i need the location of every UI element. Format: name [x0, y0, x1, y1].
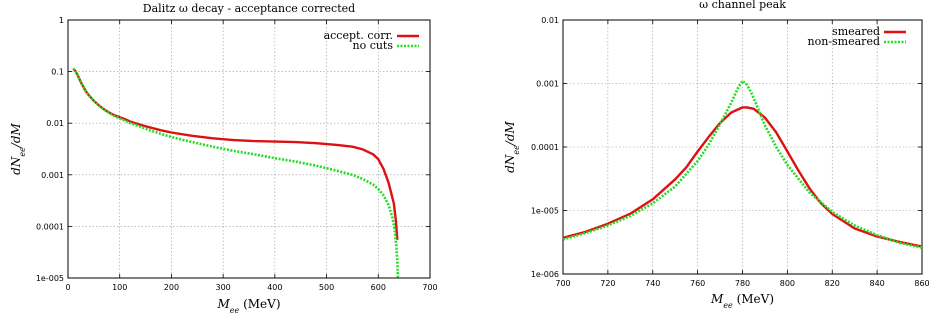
y-tick-label: 1 — [59, 16, 64, 25]
series-line-accept-corr- — [72, 67, 399, 240]
y-tick-label: 1e-006 — [531, 270, 559, 279]
series-line-non-smeared — [563, 79, 922, 249]
legend-label: smeared — [832, 25, 880, 38]
chart-omega-peak: 700 720 740 760 780 800 820 840 860 1e-006 1e-005 0… — [503, 0, 929, 310]
y-axis-label: dNee/dM — [9, 122, 27, 174]
grid — [68, 20, 430, 278]
chart-title: ω channel peak — [699, 0, 786, 11]
x-tick-label: 840 — [869, 279, 884, 288]
x-tick-label: 200 — [164, 283, 179, 292]
series-line-smeared — [563, 106, 922, 248]
x-tick-label: 700 — [422, 283, 437, 292]
y-tick-label: 1e-005 — [531, 207, 559, 216]
y-tick-label: 0.0001 — [36, 222, 64, 231]
x-tick-label: 300 — [216, 283, 231, 292]
grid — [563, 20, 922, 274]
x-tick-label: 860 — [914, 279, 929, 288]
y-tick-label: 0.001 — [41, 171, 64, 180]
x-tick-label: 500 — [319, 283, 334, 292]
x-axis-label: Mee (MeV) — [710, 292, 774, 310]
x-tick-label: 820 — [825, 279, 840, 288]
series-line-no-cuts — [72, 67, 400, 278]
y-tick-label: 0.0001 — [531, 143, 559, 152]
y-tick-label: 1e-005 — [36, 274, 64, 283]
y-tick-label: 0.001 — [536, 80, 559, 89]
x-tick-label: 800 — [780, 279, 795, 288]
y-tick-label: 0.1 — [51, 68, 64, 77]
legend-label: accept. corr. — [324, 29, 393, 42]
x-tick-label: 720 — [600, 279, 615, 288]
legend-label: no cuts — [352, 39, 393, 52]
x-tick-label: 700 — [555, 279, 570, 288]
x-tick-label: 780 — [735, 279, 750, 288]
x-tick-label: 100 — [112, 283, 127, 292]
x-tick-label: 0 — [65, 283, 70, 292]
x-tick-label: 740 — [645, 279, 660, 288]
chart-title: Dalitz ω decay - acceptance corrected — [143, 2, 355, 15]
x-axis-label: Mee (MeV) — [217, 297, 281, 315]
plot-frame — [67, 19, 431, 279]
x-tick-label: 400 — [267, 283, 282, 292]
chart-dalitz-acceptance: 0 100 200 300 400 500 600 700 1e-005 0.0001 0.001 0… — [9, 2, 438, 315]
x-tick-label: 600 — [371, 283, 386, 292]
legend-label: non-smeared — [808, 35, 880, 48]
x-tick-label: 760 — [690, 279, 705, 288]
y-tick-label: 0.01 — [541, 16, 559, 25]
y-axis-label: dNee/dM — [503, 120, 521, 172]
y-tick-label: 0.01 — [46, 119, 64, 128]
